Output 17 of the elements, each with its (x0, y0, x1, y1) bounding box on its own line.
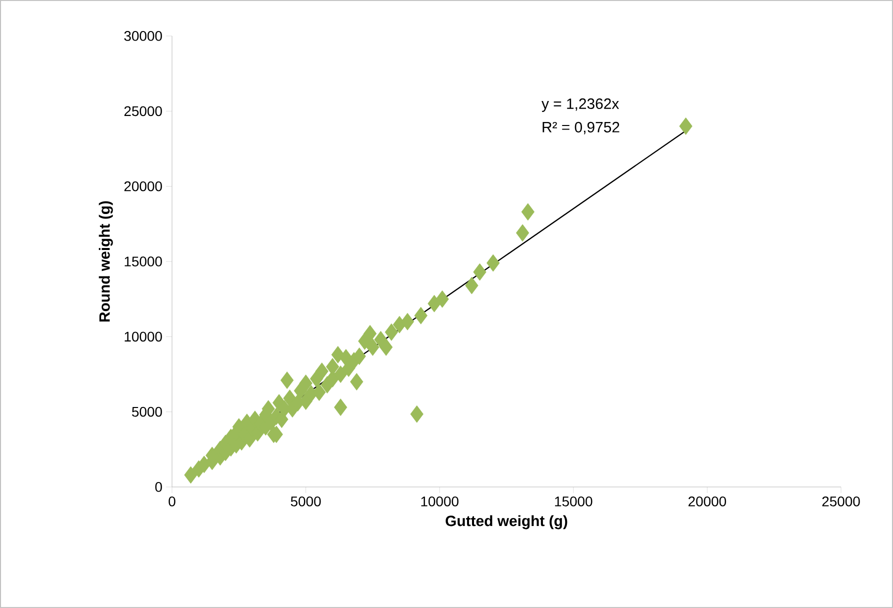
y-axis-title: Round weight (g) (98, 201, 113, 322)
x-tick-label: 20000 (688, 496, 726, 506)
annotation: y = 1,2362x (542, 98, 619, 112)
y-tick-label: 25000 (124, 106, 162, 116)
annotation: R² = 0,9752 (542, 122, 620, 134)
y-tick-label: 30000 (124, 31, 162, 41)
x-tick-label: 10000 (421, 496, 458, 506)
y-tick-label: 10000 (124, 332, 162, 342)
y-tick-label: 20000 (124, 181, 162, 192)
x-tick-label: 5000 (290, 496, 321, 506)
x-tick-label: 0 (168, 496, 176, 506)
x-tick-label: 25000 (822, 496, 860, 506)
x-tick-label: 15000 (555, 496, 592, 506)
x-axis-title: Gutted weight (g) (446, 515, 568, 530)
y-tick-label: 15000 (124, 256, 162, 266)
y-tick-label: 0 (155, 482, 162, 492)
y-tick-label: 5000 (132, 406, 162, 417)
